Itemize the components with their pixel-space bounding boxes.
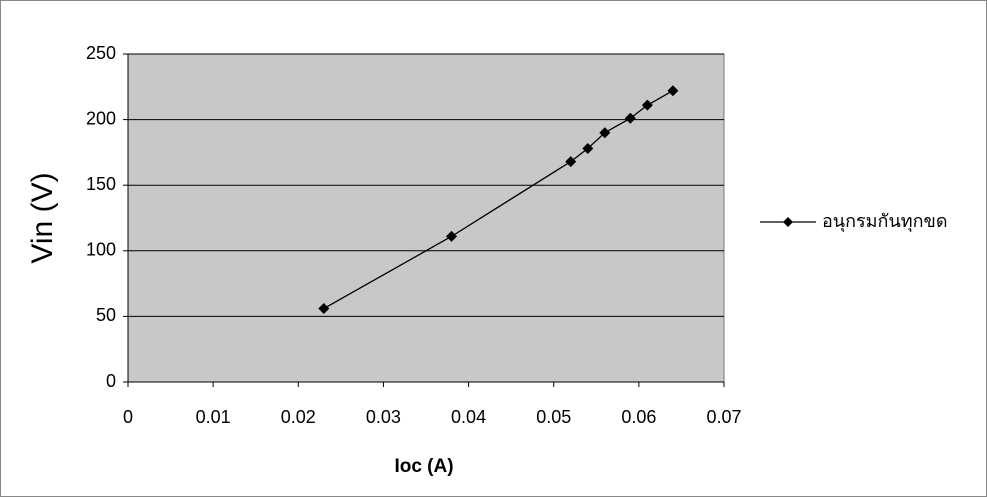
- x-tick-label: 0.01: [196, 407, 231, 427]
- legend-label: อนุกรมกันทุกขด: [822, 211, 948, 232]
- data-point: [318, 303, 330, 315]
- data-point: [667, 85, 679, 97]
- data-point: [446, 230, 458, 242]
- data-point: [582, 142, 594, 154]
- y-tick-label: 50: [96, 305, 116, 325]
- x-tick-label: 0.02: [281, 407, 316, 427]
- legend-marker: [783, 217, 793, 227]
- y-tick-label: 250: [86, 43, 116, 63]
- data-point: [624, 112, 636, 124]
- y-tick-label: 200: [86, 108, 116, 128]
- data-point: [565, 156, 577, 168]
- plot-area: [127, 53, 725, 383]
- x-tick-label: 0.07: [706, 407, 741, 427]
- x-tick-label: 0.05: [536, 407, 571, 427]
- x-tick-label: 0.03: [366, 407, 401, 427]
- y-axis-label: Vin (V): [26, 172, 59, 263]
- data-point: [599, 127, 611, 139]
- y-tick-label: 150: [86, 174, 116, 194]
- data-point: [641, 99, 653, 111]
- y-tick-label: 0: [106, 371, 116, 391]
- x-axis-label: Ioc (A): [394, 456, 453, 477]
- x-tick-label: 0: [123, 407, 133, 427]
- x-tick-label: 0.04: [451, 407, 486, 427]
- y-tick-label: 100: [86, 240, 116, 260]
- x-tick-label: 0.06: [621, 407, 656, 427]
